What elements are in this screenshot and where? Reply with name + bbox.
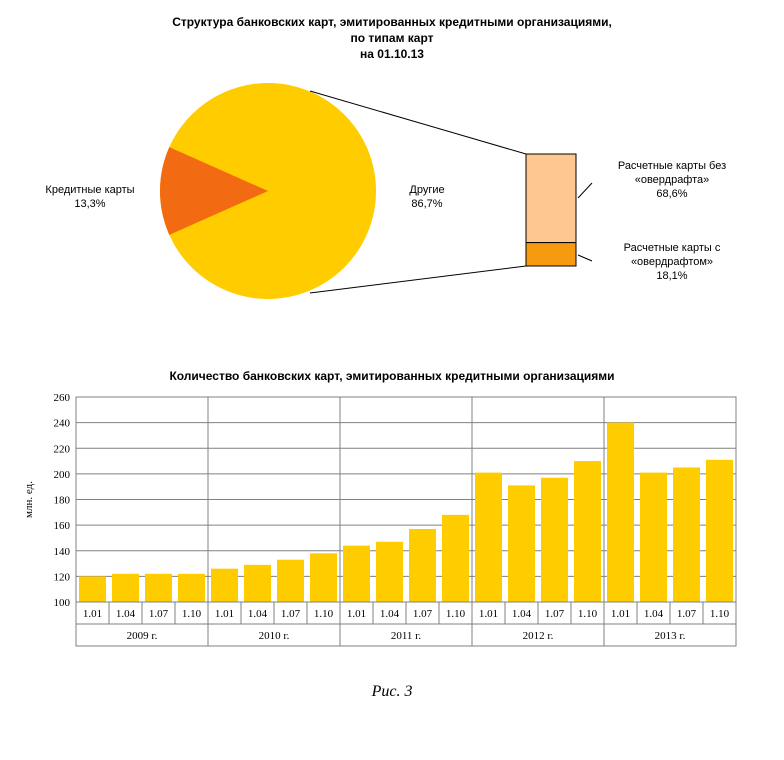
svg-text:1.07: 1.07 (413, 608, 433, 620)
svg-text:100: 100 (54, 597, 71, 609)
svg-text:140: 140 (54, 545, 71, 557)
bar-chart-svg: 100 120 140 160 180 200 220 240 260 млн. ед. 1.01 1… (12, 389, 768, 677)
svg-text:1.01: 1.01 (215, 608, 234, 620)
stack-label-bot-l1: Расчетные карты с (624, 242, 721, 254)
svg-text:1.01: 1.01 (611, 608, 630, 620)
svg-text:160: 160 (54, 520, 71, 532)
pie-title-line3: на 01.10.13 (0, 46, 784, 62)
stacked-bar (525, 153, 577, 267)
svg-text:240: 240 (54, 417, 71, 429)
stack-label-top-l1: Расчетные карты без (618, 160, 726, 172)
svg-text:260: 260 (54, 392, 71, 404)
pie-label-credit-l1: Кредитные карты (45, 184, 134, 196)
svg-text:1.10: 1.10 (182, 608, 202, 620)
stack-label-top-l3: 68,6% (656, 188, 687, 200)
stack-label-top-l2: «овердрафта» (635, 174, 710, 186)
svg-text:2010 г.: 2010 г. (259, 630, 290, 642)
svg-text:2013 г.: 2013 г. (655, 630, 686, 642)
svg-text:1.04: 1.04 (644, 608, 664, 620)
svg-text:1.07: 1.07 (545, 608, 565, 620)
svg-text:1.10: 1.10 (710, 608, 730, 620)
svg-text:1.04: 1.04 (248, 608, 268, 620)
svg-text:1.04: 1.04 (380, 608, 400, 620)
svg-text:1.04: 1.04 (512, 608, 532, 620)
stack-label-bot: Расчетные карты с «овердрафтом» 18,1% (592, 241, 752, 284)
pie-area: Кредитные карты 13,3% Другие 86,7% Расче… (0, 83, 784, 363)
svg-text:1.10: 1.10 (578, 608, 598, 620)
stacked-svg (525, 153, 577, 267)
pie-label-credit-l2: 13,3% (74, 198, 105, 210)
svg-text:1.07: 1.07 (281, 608, 301, 620)
stack-label-bot-l3: 18,1% (656, 270, 687, 282)
svg-text:2011 г.: 2011 г. (391, 630, 422, 642)
pie-svg (160, 83, 376, 299)
bar-chart: 100 120 140 160 180 200 220 240 260 млн. ед. 1.01 1… (12, 389, 784, 677)
pie-label-other-l2: 86,7% (411, 198, 442, 210)
svg-text:млн. ед.: млн. ед. (23, 480, 35, 517)
pie-title-line2: по типам карт (0, 30, 784, 46)
svg-text:200: 200 (54, 468, 71, 480)
svg-text:2012 г.: 2012 г. (523, 630, 554, 642)
pie-chart (160, 83, 376, 299)
pie-title: Структура банковских карт, эмитированных… (0, 0, 784, 63)
figure-caption: Рис. 3 (0, 683, 784, 701)
svg-text:1.01: 1.01 (479, 608, 498, 620)
svg-text:1.04: 1.04 (116, 608, 136, 620)
svg-text:1.01: 1.01 (83, 608, 102, 620)
pie-label-other-l1: Другие (409, 184, 444, 196)
leader-lines (0, 83, 784, 363)
svg-text:1.01: 1.01 (347, 608, 366, 620)
pie-label-other: Другие 86,7% (392, 183, 462, 212)
svg-text:1.07: 1.07 (149, 608, 169, 620)
svg-text:180: 180 (54, 494, 71, 506)
svg-text:220: 220 (54, 443, 71, 455)
stack-label-top: Расчетные карты без «овердрафта» 68,6% (592, 159, 752, 202)
pie-title-line1: Структура банковских карт, эмитированных… (0, 14, 784, 30)
svg-text:2009 г.: 2009 г. (127, 630, 158, 642)
pie-label-credit: Кредитные карты 13,3% (30, 183, 150, 212)
stack-label-bot-l2: «овердрафтом» (631, 256, 713, 268)
svg-text:1.10: 1.10 (314, 608, 334, 620)
svg-text:1.07: 1.07 (677, 608, 697, 620)
svg-text:120: 120 (54, 571, 71, 583)
svg-text:1.10: 1.10 (446, 608, 466, 620)
bar-chart-title: Количество банковских карт, эмитированны… (0, 369, 784, 383)
page: Структура банковских карт, эмитированных… (0, 0, 784, 760)
